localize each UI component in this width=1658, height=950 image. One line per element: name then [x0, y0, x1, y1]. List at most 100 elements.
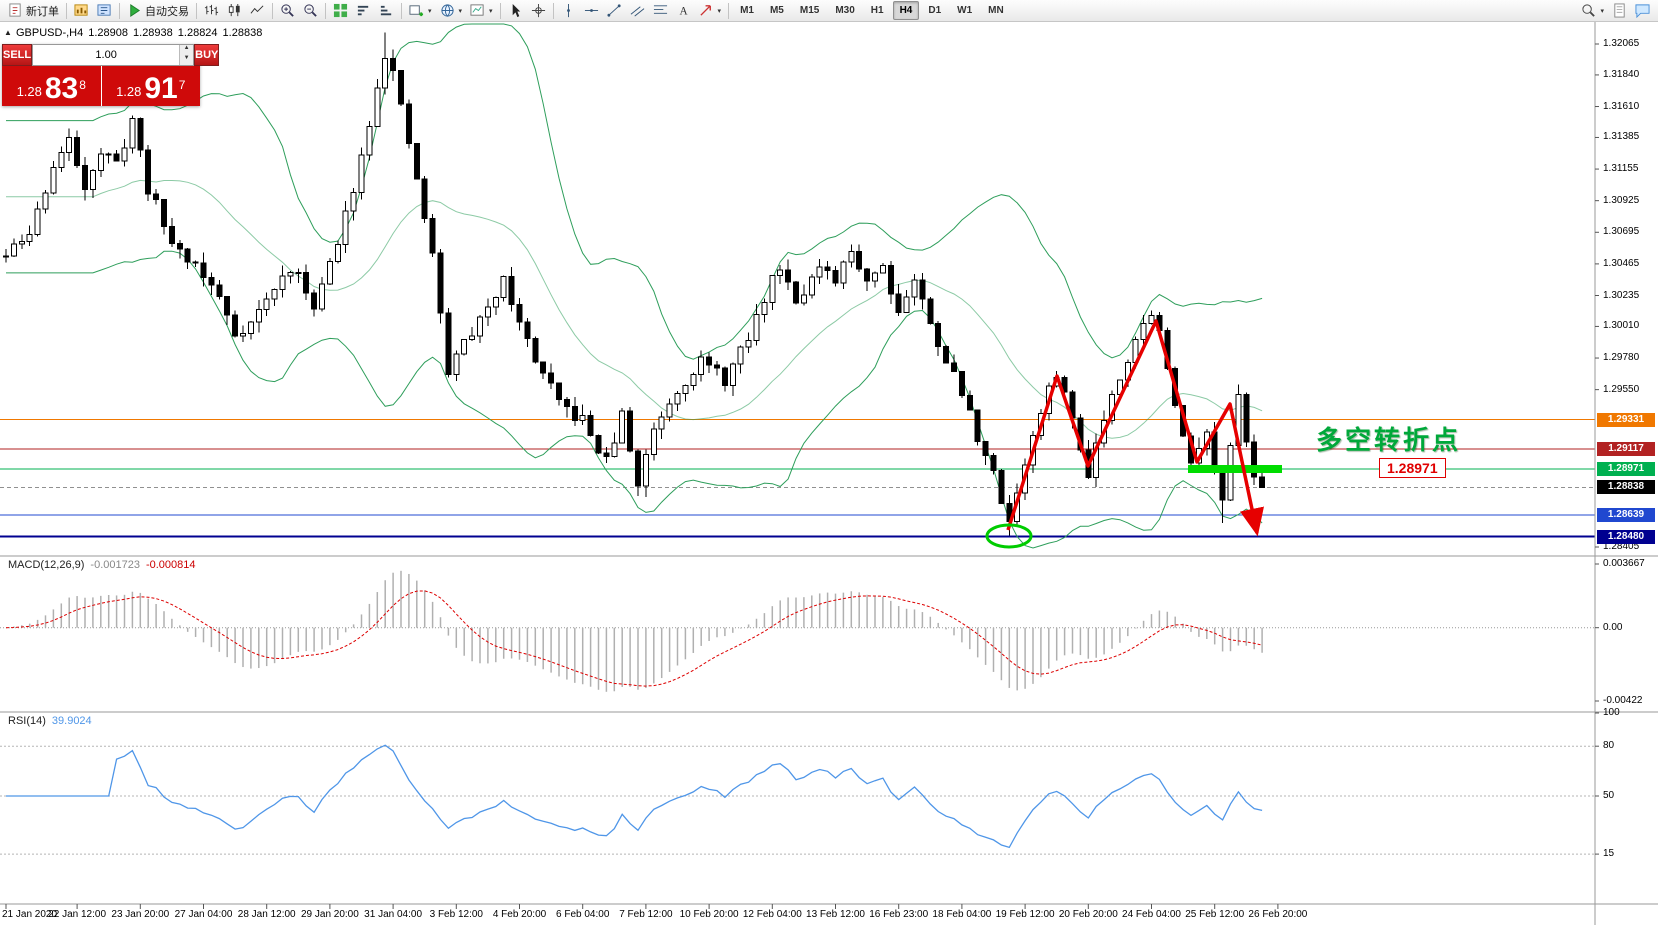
time-axis-label: 29 Jan 20:00: [300, 909, 359, 920]
volume-input[interactable]: [33, 45, 180, 65]
volume-box: ▲▼: [32, 44, 195, 66]
cursor-button[interactable]: [504, 0, 527, 22]
text-label-button[interactable]: A: [672, 0, 695, 22]
candlestick-chart-button[interactable]: [223, 0, 246, 22]
zoomIn-icon: [280, 3, 295, 18]
time-axis-label: 31 Jan 04:00: [364, 909, 423, 920]
lineChart-icon: [250, 3, 265, 18]
vertical-line-button[interactable]: [557, 0, 580, 22]
price-level-tag: 1.28639: [1597, 507, 1655, 522]
time-axis-label: 28 Jan 12:00: [237, 909, 296, 920]
price-tick-label: 1.30925: [1603, 194, 1640, 206]
price-level-tag: 1.28971: [1597, 462, 1655, 477]
bar-chart-button[interactable]: [200, 0, 223, 22]
turning-point-annotation[interactable]: 多空转折点: [1316, 425, 1462, 455]
search-button[interactable]: ▾: [1577, 0, 1608, 22]
time-axis[interactable]: 21 Jan 2020 22 Jan 12:00 23 Jan 20:00 27 Ja…: [0, 905, 1595, 925]
timeframe-h4-button[interactable]: H4: [892, 1, 920, 20]
price-tick-label: 1.30465: [1603, 257, 1640, 269]
horizontal-line-button[interactable]: [580, 0, 603, 22]
arrange-windows-button[interactable]: [352, 0, 375, 22]
timeframe-w1-button[interactable]: W1: [957, 5, 973, 16]
auto-scroll-button[interactable]: [375, 0, 398, 22]
zoom-in-button[interactable]: [276, 0, 299, 22]
cursor-icon: [508, 3, 523, 18]
time-axis-label: 26 Feb 20:00: [1248, 909, 1308, 920]
timeframe-m15-button[interactable]: M15: [799, 5, 820, 16]
one-click-toggle-icon[interactable]: ▲: [4, 28, 12, 37]
autoPlay-icon: [127, 3, 142, 18]
navigator-icon: [97, 3, 112, 18]
bollinger-bands: [6, 23, 1263, 549]
time-axis-label: 7 Feb 12:00: [619, 909, 673, 920]
horizontal-level-lines[interactable]: [0, 419, 1595, 538]
tile-windows-button[interactable]: [329, 0, 352, 22]
ohlc-high: 1.28938: [133, 27, 173, 39]
price-level-tag: 1.28838: [1597, 480, 1655, 495]
templates-button[interactable]: ▾: [466, 0, 497, 22]
price-axis[interactable]: 1.32065 1.31840 1.31610 1.31385 1.31155 1.309…: [1596, 22, 1658, 950]
toolbar-groups: 新订单 自动交易 ▾ ▾ ▾ A ▾: [4, 0, 725, 22]
rsi-axis-label: 80: [1603, 740, 1615, 752]
price-level-tag: 1.29331: [1597, 412, 1655, 427]
macd-pane: [0, 570, 1595, 692]
macd-axis-label: 0.00: [1603, 621, 1623, 633]
marketWatch-icon: [74, 3, 89, 18]
price-level-tag: 1.28480: [1597, 529, 1655, 544]
line-chart-button[interactable]: [246, 0, 269, 22]
hline-icon: [584, 3, 599, 18]
timeframe-d1-button[interactable]: D1: [928, 5, 942, 16]
time-axis-label: 18 Feb 04:00: [932, 909, 992, 920]
timeframe-m5-button[interactable]: M5: [769, 5, 784, 16]
timeframe-m1-button[interactable]: M1: [740, 5, 754, 16]
chat-button[interactable]: [1631, 0, 1654, 22]
price-tick-label: 1.31610: [1603, 100, 1640, 112]
candles-icon: [227, 3, 242, 18]
chart-annotations[interactable]: [985, 319, 1282, 549]
template-icon: [470, 3, 485, 18]
timeframe-m30-button[interactable]: M30: [835, 5, 855, 16]
auto-trading-button[interactable]: 自动交易: [123, 0, 193, 22]
crosshair-icon: [531, 3, 546, 18]
trend-icon: [607, 3, 622, 18]
time-axis-label: 13 Feb 12:00: [806, 909, 865, 920]
svg-text:A: A: [679, 5, 688, 17]
channel-button[interactable]: [626, 0, 649, 22]
time-axis-label: 16 Feb 23:00: [869, 909, 929, 920]
volume-spinner[interactable]: ▲ ▼: [179, 45, 194, 65]
trendline-button[interactable]: [603, 0, 626, 22]
sell-button[interactable]: SELL: [2, 44, 33, 66]
navigator-button[interactable]: [93, 0, 116, 22]
toolbar-right: ▾: [1577, 0, 1654, 22]
channel-icon: [630, 3, 645, 18]
fibonacci-button[interactable]: [649, 0, 672, 22]
ohlc-low: 1.28824: [177, 27, 218, 39]
zoom-out-button[interactable]: [299, 0, 322, 22]
price-tick-label: 1.30235: [1603, 289, 1640, 301]
price-tick-label: 1.31155: [1603, 163, 1639, 175]
timeframe-h1-button[interactable]: H1: [870, 5, 884, 16]
price-level-label[interactable]: 1.28971: [1379, 458, 1446, 478]
globe-icon: [440, 3, 455, 18]
ohlc-close: 1.28838: [222, 27, 263, 39]
timeframe-mn-button[interactable]: MN: [988, 5, 1004, 16]
crosshair-button[interactable]: [527, 0, 550, 22]
sell-price[interactable]: 1.28 83 8: [2, 66, 102, 106]
buy-price[interactable]: 1.28 91 7: [116, 72, 186, 105]
new-chart-button[interactable]: ▾: [405, 0, 436, 22]
textTool-icon: A: [676, 3, 691, 18]
buy-button[interactable]: BUY: [194, 44, 220, 66]
rsi-axis-label: 15: [1603, 848, 1615, 860]
new-order-button[interactable]: 新订单: [4, 0, 63, 22]
price-tick-label: 1.31385: [1603, 131, 1640, 143]
profiles-button[interactable]: ▾: [436, 0, 467, 22]
rsi-axis-label: 50: [1603, 790, 1615, 801]
report-button[interactable]: [1608, 0, 1631, 22]
arrow-tools-button[interactable]: ▾: [695, 0, 726, 22]
time-axis-label: 4 Feb 20:00: [492, 909, 547, 920]
market-watch-button[interactable]: [70, 0, 93, 22]
page-icon: [1612, 3, 1627, 18]
bars-icon: [204, 3, 219, 18]
